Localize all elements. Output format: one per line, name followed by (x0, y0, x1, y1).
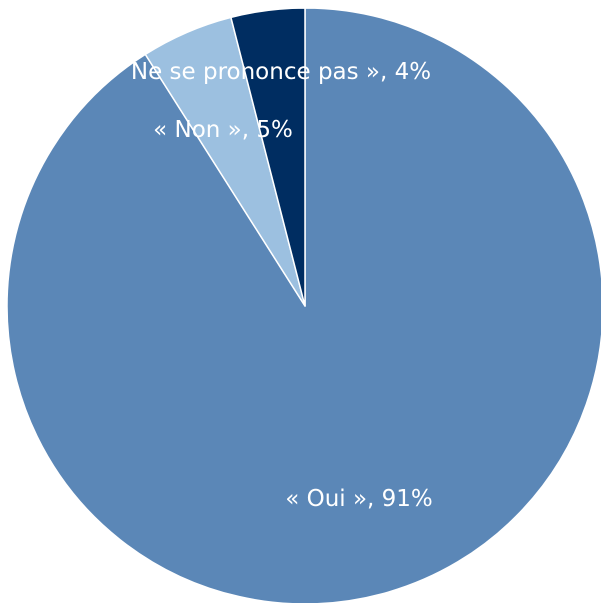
pie-slices (6, 7, 601, 603)
slice-label-nspp: Ne se prononce pas », 4% (131, 59, 431, 85)
slice-label-non: « Non », 5% (153, 117, 293, 143)
slice-nspp (230, 7, 306, 307)
slice-labels: « Oui », 91% « Non », 5% Ne se prononce … (131, 59, 433, 512)
slice-label-oui: « Oui », 91% (285, 486, 433, 512)
